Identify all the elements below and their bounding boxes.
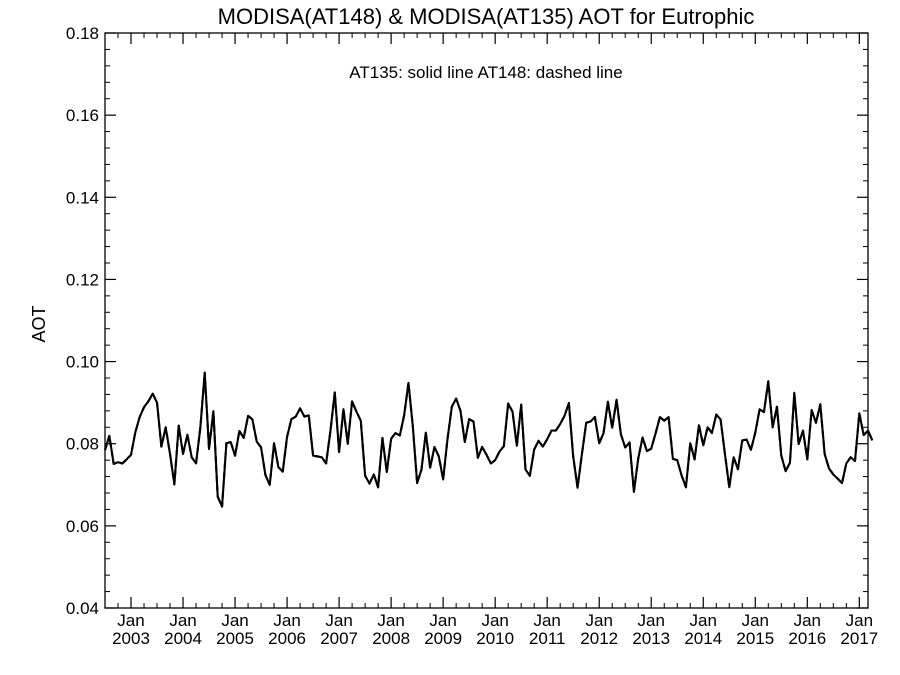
x-tick-label-year: 2012 [580,629,618,648]
y-tick-label: 0.12 [66,270,99,289]
x-tick-label-month: Jan [586,611,613,630]
series-line-at148 [103,371,874,508]
x-tick-label-year: 2011 [529,629,566,648]
x-tick-label-month: Jan [273,611,300,630]
x-tick-label-year: 2010 [476,629,514,648]
x-tick-label-month: Jan [533,611,560,630]
series-lines [103,371,874,508]
chart-title: MODISA(AT148) & MODISA(AT135) AOT for Eu… [218,4,755,29]
x-tick-label-month: Jan [794,611,821,630]
x-tick-label-month: Jan [169,611,196,630]
y-tick-label: 0.04 [66,599,99,618]
x-tick-label-year: 2005 [216,629,254,648]
y-tick-label: 0.06 [66,517,99,536]
x-tick-label-year: 2016 [788,629,826,648]
x-tick-label-year: 2009 [424,629,462,648]
plot-frame [104,32,869,609]
x-tick-label-year: 2006 [268,629,306,648]
x-tick-label-year: 2007 [320,629,358,648]
axis-ticks: 0.040.060.080.100.120.140.160.18Jan2003J… [66,24,878,648]
y-axis-label: AOT [29,305,49,342]
x-tick-label-year: 2013 [632,629,670,648]
x-tick-label-year: 2014 [684,629,722,648]
x-tick-label-month: Jan [846,611,873,630]
y-tick-label: 0.14 [66,188,99,207]
y-tick-label: 0.08 [66,435,99,454]
x-tick-label-month: Jan [221,611,248,630]
x-tick-label-month: Jan [325,611,352,630]
x-tick-label-month: Jan [481,611,508,630]
x-tick-label-month: Jan [117,611,144,630]
x-tick-label-year: 2008 [372,629,410,648]
x-tick-label-year: 2004 [164,629,202,648]
y-tick-label: 0.18 [66,24,99,43]
x-tick-label-year: 2017 [840,629,878,648]
line-style-annotation: AT135: solid line AT148: dashed line [349,63,622,82]
y-tick-label: 0.10 [66,353,99,372]
x-tick-label-month: Jan [638,611,665,630]
x-tick-label-month: Jan [377,611,404,630]
x-tick-label-month: Jan [429,611,456,630]
x-tick-label-month: Jan [690,611,717,630]
x-tick-label-year: 2003 [112,629,150,648]
series-line-at135 [103,371,874,508]
x-tick-label-month: Jan [742,611,769,630]
y-tick-label: 0.16 [66,106,99,125]
x-tick-label-year: 2015 [736,629,774,648]
